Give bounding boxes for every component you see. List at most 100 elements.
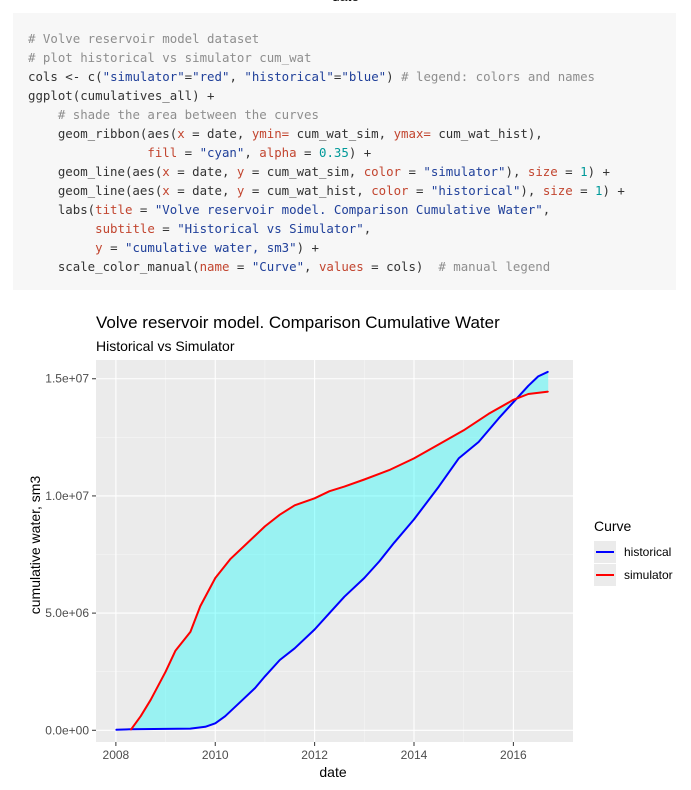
code-token: cols <- c( [28,69,103,84]
data-point-simulator [264,525,266,527]
data-point-historical [314,628,316,631]
code-token: 1 [580,164,588,179]
code-token: "historical" [244,69,334,84]
code-token: "red" [192,69,230,84]
data-point-historical [413,518,415,520]
legend-key [594,564,616,586]
y-tick-label: 5.0e+06 [45,606,89,620]
code-token: ) + [348,145,372,160]
code-token: , [244,145,260,160]
code-token: # legend: colors and names [401,69,596,84]
cut-off-axis-label: date [0,0,691,4]
x-tick-label: 2012 [301,748,328,762]
code-token: y [236,164,245,179]
code-token: alpha [259,145,297,160]
code-token: = [557,164,581,179]
code-token: "cumulative water, sm3" [125,240,297,255]
code-line: # shade the area between the curves [28,105,676,124]
data-point-simulator [174,650,177,652]
code-token: # plot historical vs simulator cum_wat [28,50,312,65]
code-line: # plot historical vs simulator cum_wat [28,48,676,67]
data-point-simulator [140,715,142,717]
code-token: size [527,164,558,179]
code-token: y [236,183,245,198]
code-token: geom_line(aes( [28,183,163,198]
code-token: geom_line(aes( [28,164,163,179]
data-point-historical [438,485,440,488]
data-point-historical [164,728,167,730]
code-token: = [408,183,431,198]
data-point-simulator [463,429,465,431]
data-point-simulator [547,391,549,393]
code-line: subtitle = "Historical vs Simulator", [28,219,676,238]
data-point-historical [328,612,331,614]
code-token: name [199,259,230,274]
code-token: ggplot(cumulatives_all) + [28,88,215,103]
data-point-simulator [363,478,365,481]
code-token: cum_wat_sim, [289,126,394,141]
data-point-simulator [328,490,331,492]
code-token: ), [520,183,543,198]
code-token: ) [386,69,402,84]
code-token: y [95,240,103,255]
code-token: "simulator" [423,164,506,179]
data-point-historical [189,728,192,730]
code-token: geom_ribbon(aes( [28,126,178,141]
code-token: x [162,164,170,179]
code-token: cum_wat_hist), [430,126,543,141]
data-point-historical [343,596,346,598]
code-token: labs( [28,202,96,217]
data-point-simulator [229,558,231,560]
code-token: color [371,183,409,198]
code-token: ymin= [251,126,290,141]
data-point-simulator [512,399,514,401]
y-tick-label: 1.0e+07 [45,489,89,503]
data-point-historical [204,726,206,728]
data-point-historical [547,371,549,373]
data-point-simulator [214,577,216,579]
legend-line-historical [596,551,614,553]
data-point-historical [527,385,529,387]
x-axis-label: date [319,764,347,780]
code-token: = [102,240,125,255]
code-line: geom_line(aes(x = date, y = cum_wat_hist… [28,181,676,200]
data-point-historical [254,687,256,689]
code-token: color [363,164,402,179]
x-tick-label: 2016 [500,748,527,762]
code-line: fill = "cyan", alpha = 0.35) + [28,143,676,162]
code-token: "Curve" [251,259,305,274]
data-point-historical [512,401,514,403]
code-token: = [401,164,424,179]
data-point-simulator [388,469,390,471]
data-point-historical [363,577,365,579]
data-point-simulator [199,605,201,607]
code-token: title [95,202,133,217]
code-line: geom_ribbon(aes(x = date, ymin= cum_wat_… [28,124,676,143]
legend-label-simulator: simulator [624,568,673,582]
data-point-historical [497,417,500,420]
data-point-simulator [413,457,415,460]
data-point-simulator [189,631,192,633]
data-point-simulator [314,497,316,499]
code-token: "cyan" [199,145,245,160]
legend-title: Curve [594,518,632,534]
code-token: # manual legend [438,259,551,274]
chart-subtitle: Historical vs Simulator [96,338,235,354]
code-token: # Volve reservoir model dataset [28,31,260,46]
code-token: "Volve reservoir model. Comparison Cumul… [154,202,543,217]
code-token: "historical" [430,183,521,198]
data-point-simulator [527,393,529,395]
code-token: = cum_wat_hist, [244,183,372,198]
code-token: = cols) [363,259,439,274]
data-point-historical [224,715,226,717]
data-point-historical [458,457,460,460]
code-token: = [154,221,178,236]
code-token: = [184,69,193,84]
data-point-simulator [164,671,167,673]
code-token: = [177,145,200,160]
data-point-historical [393,542,395,544]
data-point-simulator [130,729,132,731]
code-line: labs(title = "Volve reservoir model. Com… [28,200,676,219]
code-token: subtitle [95,221,155,236]
